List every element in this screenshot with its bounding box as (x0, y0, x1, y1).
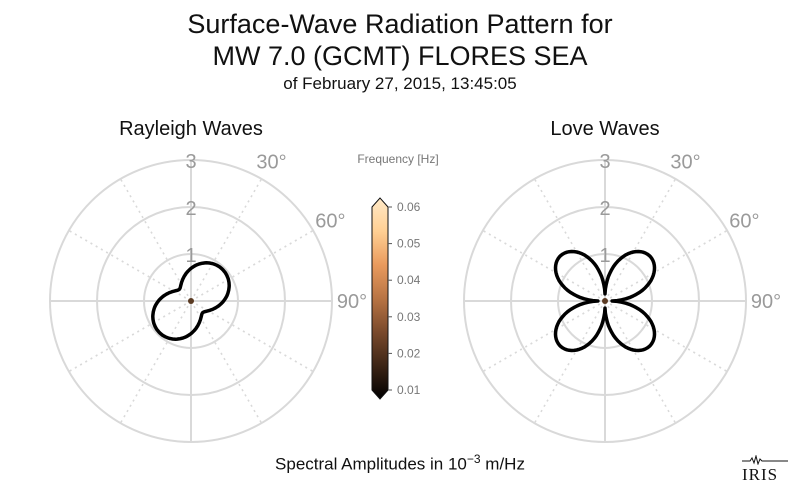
radial-tick-label: 3 (185, 151, 196, 173)
angular-grid-line (533, 178, 606, 302)
love-polar-plot: 1 2 3 30° 60° 90° (463, 151, 781, 443)
angle-tick-label: 30° (256, 152, 286, 174)
angular-grid-line (604, 300, 677, 424)
frequency-colorbar: 0.06 0.05 0.04 0.03 0.02 0.01 Frequency [Hz] (357, 152, 439, 400)
caption-suffix: m/Hz (480, 454, 525, 474)
angular-grid-line (482, 300, 606, 373)
epicenter-marker (602, 298, 608, 304)
angular-grid-line (604, 300, 728, 373)
angular-grid-line (604, 229, 728, 302)
chart-title-line-1: Surface-Wave Radiation Pattern for (187, 9, 613, 39)
amplitude-units-caption: Spectral Amplitudes in 10−3 m/Hz (0, 452, 800, 475)
radiation-pattern-curve (553, 249, 657, 353)
colorbar-tick-label: 0.01 (397, 383, 421, 397)
angular-grid-line (482, 229, 606, 302)
caption-prefix: Spectral Amplitudes in 10 (275, 454, 467, 474)
radial-tick-label: 3 (599, 151, 610, 173)
colorbar-tick-label: 0.02 (397, 346, 421, 360)
angle-tick-label: 60° (729, 211, 759, 233)
chart-subtitle: of February 27, 2015, 13:45:05 (283, 74, 517, 93)
angle-tick-label: 90° (751, 291, 781, 313)
angle-tick-label: 90° (337, 291, 367, 313)
love-panel-title: Love Waves (550, 118, 660, 140)
colorbar-tick-label: 0.06 (397, 200, 421, 214)
rayleigh-polar-plot: 1 2 3 30° 60° 90° (49, 151, 367, 443)
iris-logo-text: IRIS (742, 465, 779, 484)
caption-exponent: −3 (466, 452, 481, 466)
angle-tick-label: 30° (670, 152, 700, 174)
radial-tick-label: 2 (185, 198, 196, 220)
angular-grid-line (119, 300, 192, 424)
seismogram-icon (742, 455, 788, 465)
angle-tick-label: 60° (315, 211, 345, 233)
angular-grid-line (190, 178, 263, 302)
angular-grid-line (533, 300, 606, 424)
colorbar-body (371, 197, 389, 400)
angular-grid-line (604, 178, 677, 302)
radiation-pattern-curve (151, 261, 231, 341)
radial-tick-label: 2 (599, 198, 610, 220)
angular-grid-line (68, 300, 192, 373)
radial-tick-label: 1 (599, 245, 610, 267)
epicenter-marker (188, 298, 194, 304)
colorbar-label: Frequency [Hz] (357, 152, 438, 166)
chart-title-line-2: MW 7.0 (GCMT) FLORES SEA (212, 41, 588, 71)
angular-grid-line (190, 229, 314, 302)
colorbar-tick-label: 0.05 (397, 237, 421, 251)
colorbar-tick-label: 0.04 (397, 273, 421, 287)
colorbar-tick-label: 0.03 (397, 310, 421, 324)
iris-logo: IRIS (742, 455, 788, 485)
rayleigh-panel-title: Rayleigh Waves (119, 118, 263, 140)
radial-tick-label: 1 (185, 245, 196, 267)
